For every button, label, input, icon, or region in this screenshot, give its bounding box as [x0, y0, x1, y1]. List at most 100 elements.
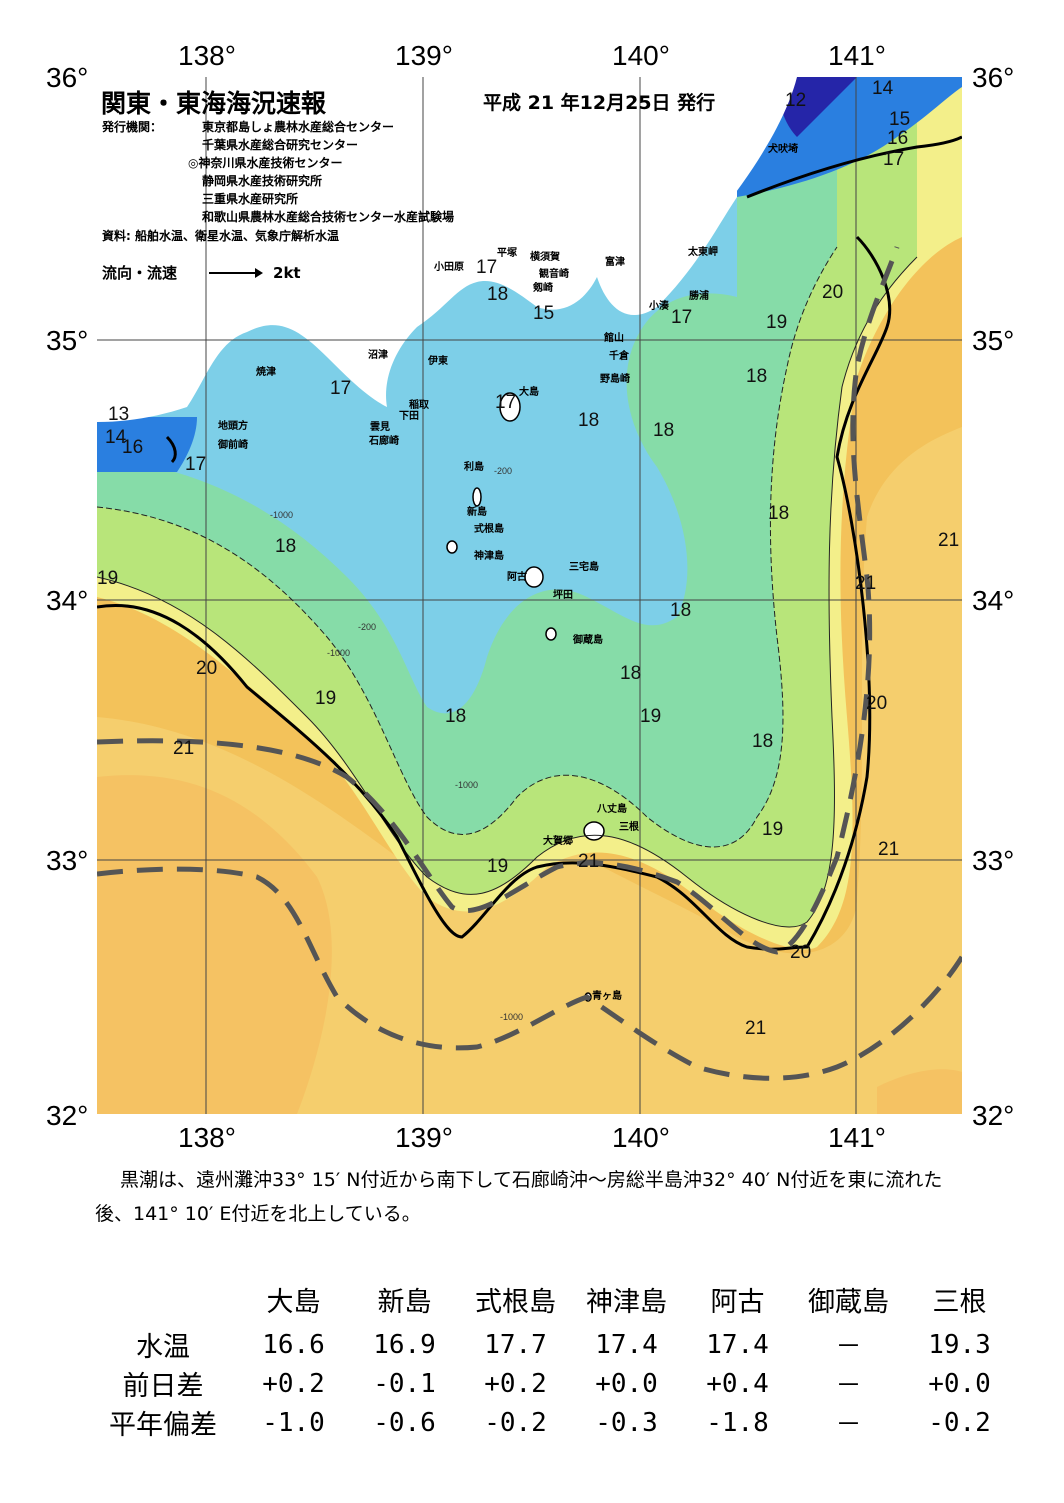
- row-label: 水温: [136, 1332, 190, 1363]
- isotherm-label: 17: [330, 378, 352, 399]
- isotherm-label: 17: [883, 149, 905, 170]
- issuer-2: 千葉県水産総合研究センター: [202, 138, 359, 152]
- isotherm-label: 20: [790, 942, 812, 963]
- issuer-3: ◎神奈川県水産技術センター: [188, 156, 343, 170]
- isotherm-label: 14: [105, 427, 127, 448]
- place-label: 大賀郷: [543, 836, 573, 847]
- graticule: [97, 77, 962, 1114]
- lon-tick-top-140: 140°: [612, 40, 670, 71]
- table-cell: 17.7: [484, 1329, 547, 1360]
- island-hachijojima: [583, 821, 605, 841]
- lon-tick-bottom-140: 140°: [612, 1122, 670, 1153]
- lat-tick-left-32: 32°: [46, 1100, 89, 1131]
- place-label: 下田: [399, 411, 419, 422]
- table-cell: 19.3: [928, 1329, 991, 1360]
- table-cell: －: [835, 1332, 862, 1362]
- isotherm-label: 18: [653, 420, 675, 441]
- station-header: 式根島: [475, 1287, 556, 1318]
- lat-tick-right-32: 32°: [972, 1100, 1015, 1131]
- place-label: 青ヶ島: [592, 991, 622, 1002]
- place-label: 太東岬: [688, 247, 718, 258]
- place-label: 勝浦: [689, 291, 709, 302]
- table-cell: -0.3: [595, 1407, 658, 1438]
- isotherm-label: 14: [872, 78, 894, 99]
- isotherm-label: 21: [578, 851, 600, 872]
- table-row: 前日差 +0.2 -0.1 +0.2 +0.0 +0.4 － +0.0: [88, 1364, 1015, 1403]
- lon-tick-bottom-141: 141°: [828, 1122, 886, 1153]
- coldest-ne: [777, 77, 857, 137]
- place-label: 地頭方: [218, 421, 248, 432]
- issuer-6: 和歌山県農林水産総合技術センター水産試験場: [202, 210, 455, 224]
- table-cell: 16.9: [373, 1329, 436, 1360]
- station-header: 御蔵島: [808, 1287, 889, 1318]
- isotherm-label: 15: [533, 303, 555, 324]
- isotherm-label: 19: [315, 688, 337, 709]
- lat-tick-left-36: 36°: [46, 62, 89, 93]
- isotherm-label: 18: [620, 663, 642, 684]
- island-kozushima: [446, 540, 458, 554]
- place-label: 焼津: [256, 367, 276, 378]
- place-label: 御蔵島: [573, 635, 603, 646]
- row-label: 平年偏差: [109, 1410, 217, 1441]
- isotherm-label: 17: [671, 307, 693, 328]
- isotherm-label: 18: [445, 706, 467, 727]
- flow-legend-label: 流向・流速: [102, 264, 178, 282]
- data-source: 資料: 船舶水温、衛星水温、気象庁解析水温: [102, 229, 339, 243]
- station-header: 三根: [932, 1287, 987, 1318]
- depth-label: -1000: [500, 1012, 524, 1022]
- place-label: 剱崎: [533, 283, 553, 294]
- table-cell: -0.1: [373, 1368, 436, 1399]
- island-oshima: [499, 392, 521, 422]
- isotherm-label: 17: [476, 257, 498, 278]
- isotherm-label: 21: [855, 573, 877, 594]
- lat-tick-left-35: 35°: [46, 325, 89, 356]
- lat-tick-left-33: 33°: [46, 845, 89, 876]
- place-label: 坪田: [553, 590, 573, 601]
- place-label: 雲見: [370, 422, 390, 433]
- depth-label: -1000: [270, 510, 294, 520]
- isotherm-label: 19: [487, 856, 509, 877]
- isotherm-lines: [97, 246, 918, 928]
- table-cell: +0.4: [706, 1368, 769, 1399]
- flow-legend-speed: 2kt: [273, 263, 301, 282]
- table-cell: -0.6: [373, 1407, 436, 1438]
- table-cell: -0.2: [484, 1407, 547, 1438]
- depth-label: -200: [358, 622, 377, 632]
- table-cell: -1.0: [262, 1407, 325, 1438]
- isotherm-label: 15: [889, 109, 911, 130]
- isotherm-label: 19: [97, 568, 119, 589]
- land-boso: [597, 77, 797, 292]
- place-label: 犬吠埼: [768, 144, 798, 155]
- table-row: 水温 16.6 16.9 17.7 17.4 17.4 － 19.3: [88, 1325, 1015, 1364]
- isotherm-label: 21: [173, 738, 195, 759]
- lat-tick-right-36: 36°: [972, 62, 1015, 93]
- table-cell: +0.0: [928, 1368, 991, 1399]
- summary-paragraph: 黒潮は、遠州灘沖33° 15′ N付近から南下して石廊崎沖～房総半島沖32° 4…: [95, 1169, 943, 1225]
- place-label: 千倉: [609, 351, 629, 362]
- depth-label: -1000: [327, 648, 351, 658]
- table-cell: +0.0: [595, 1368, 658, 1399]
- row-label: 前日差: [122, 1371, 204, 1402]
- table-cell: －: [835, 1410, 862, 1440]
- depth-label: -1000: [455, 780, 479, 790]
- map-svg: [97, 77, 962, 1114]
- flow-legend: 流向・流速 2kt: [102, 262, 301, 283]
- map-title: 関東・東海海況速報: [101, 89, 327, 118]
- table-cell: +0.2: [262, 1368, 325, 1399]
- island-mikurajima: [545, 627, 557, 641]
- place-label: 新島: [467, 507, 487, 518]
- place-label: 八丈島: [597, 804, 627, 815]
- kuroshio-axis: [97, 246, 962, 1081]
- issuers-block: 発行機関： 東京都島しょ農林水産総合センター 千葉県水産総合研究センター ◎神奈川…: [102, 118, 454, 226]
- table-cell: 17.4: [595, 1329, 658, 1360]
- place-label: 横須賀: [530, 252, 560, 263]
- place-label: 観音崎: [539, 269, 569, 280]
- place-label: 式根島: [474, 524, 504, 535]
- issuer-5: 三重県水産研究所: [202, 192, 299, 206]
- place-label: 平塚: [497, 248, 517, 259]
- place-label: 大島: [519, 387, 539, 398]
- place-label: 三宅島: [569, 562, 599, 573]
- place-label: 小湊: [649, 301, 669, 312]
- isotherm-label: 12: [785, 90, 807, 111]
- isotherm-label: 13: [108, 404, 130, 425]
